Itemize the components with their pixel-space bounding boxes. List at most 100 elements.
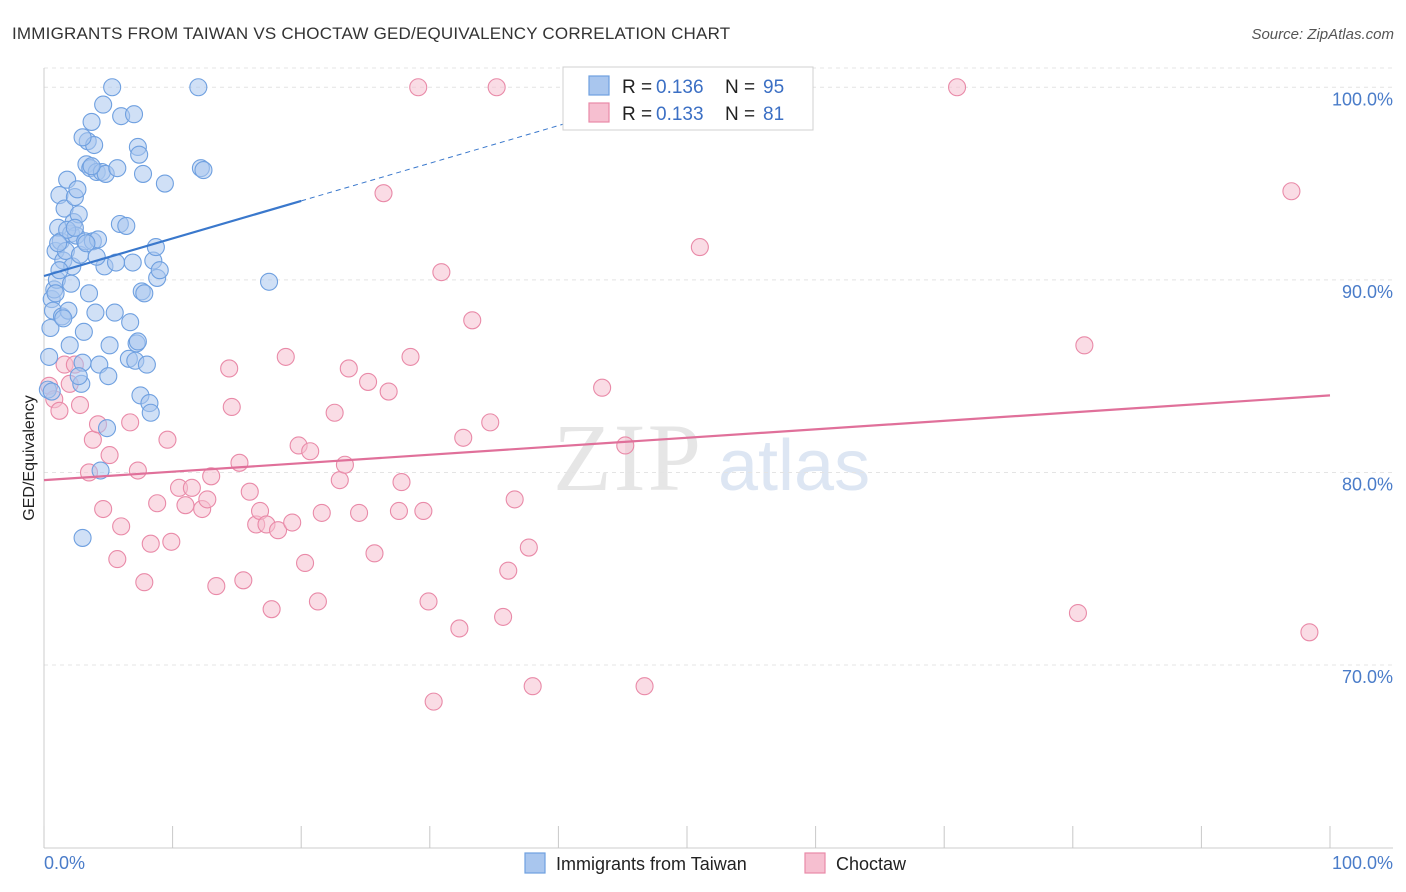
trend-lines: [43, 117, 1331, 482]
taiwan-point: [130, 145, 149, 164]
taiwan-points: [38, 78, 279, 547]
x-tick-label-left: 0.0%: [44, 853, 85, 873]
n-label: N =: [725, 104, 760, 125]
chart-source: Source: ZipAtlas.com: [1251, 26, 1394, 43]
taiwan-point: [77, 234, 96, 253]
choctaw-point: [523, 677, 542, 696]
choctaw-point: [222, 397, 241, 417]
choctaw-point: [162, 532, 181, 551]
taiwan-point: [65, 218, 84, 237]
choctaw-point: [350, 503, 369, 522]
chart-title: IMMIGRANTS FROM TAIWAN VS CHOCTAW GED/EQ…: [12, 24, 730, 43]
taiwan-point: [79, 284, 99, 303]
choctaw-point: [308, 592, 327, 611]
taiwan-point: [100, 336, 119, 355]
taiwan-point: [82, 112, 101, 131]
taiwan-point: [141, 403, 160, 422]
legend-label-taiwan: Immigrants from Taiwan: [556, 854, 747, 874]
choctaw-point: [50, 401, 69, 420]
choctaw-point: [220, 359, 239, 378]
choctaw-point: [593, 378, 612, 397]
choctaw-point: [450, 619, 469, 638]
taiwan-point: [133, 164, 153, 183]
x-tick-label-right: 100.0%: [1332, 853, 1393, 873]
choctaw-point: [635, 677, 654, 696]
y-tick-label: 70.0%: [1342, 667, 1393, 687]
choctaw-point: [269, 521, 288, 540]
stats-legend-swatch-choctaw: [588, 102, 610, 123]
choctaw-point: [198, 490, 217, 509]
taiwan-point: [61, 274, 81, 293]
taiwan-point: [121, 313, 140, 332]
choctaw-point: [339, 359, 358, 378]
r-value: 0.133: [656, 104, 704, 125]
choctaw-point: [1075, 336, 1094, 355]
y-tick-label: 90.0%: [1342, 282, 1393, 302]
taiwan-point: [155, 174, 174, 193]
choctaw-point: [128, 461, 147, 480]
choctaw-point: [494, 607, 513, 626]
choctaw-point: [83, 430, 102, 449]
choctaw-point: [276, 347, 295, 366]
choctaw-point: [325, 403, 344, 422]
choctaw-point: [424, 692, 443, 711]
choctaw-point: [379, 382, 398, 401]
choctaw-point: [234, 571, 253, 590]
choctaw-point: [374, 184, 393, 203]
taiwan-point: [40, 347, 59, 366]
taiwan-point: [46, 284, 65, 303]
r-label: R =: [622, 104, 657, 125]
choctaw-point: [112, 517, 131, 536]
choctaw-point: [182, 478, 201, 497]
choctaw-point: [519, 538, 538, 557]
taiwan-point: [117, 216, 136, 235]
choctaw-point: [365, 544, 384, 563]
stats-legend-swatch-taiwan: [588, 75, 610, 96]
taiwan-point: [194, 161, 213, 180]
stats-legend-row-taiwan: R = 0.136 N = 95: [622, 77, 784, 98]
choctaw-point: [505, 490, 524, 509]
choctaw-point: [230, 453, 249, 472]
axes: [43, 68, 1393, 849]
legend-label-choctaw: Choctaw: [836, 854, 907, 874]
taiwan-point: [91, 461, 110, 480]
choctaw-point: [108, 550, 127, 569]
taiwan-point: [97, 419, 117, 438]
choctaw-point: [481, 413, 500, 432]
choctaw-point: [389, 501, 408, 521]
choctaw-point: [1282, 182, 1301, 201]
choctaw-point: [262, 600, 281, 619]
choctaw-point: [499, 561, 518, 580]
taiwan-trend-line: [43, 199, 302, 278]
choctaw-trend-line: [43, 394, 1331, 482]
choctaw-point: [392, 473, 411, 492]
choctaw-point: [401, 347, 420, 366]
watermark-zip: ZIP: [553, 404, 703, 511]
taiwan-point: [135, 284, 154, 303]
taiwan-point: [150, 261, 169, 280]
choctaw-point: [616, 436, 635, 455]
choctaw-point: [487, 78, 506, 97]
choctaw-point: [690, 238, 709, 257]
taiwan-point: [73, 128, 92, 147]
taiwan-point: [189, 78, 208, 97]
legend-swatch-taiwan: [524, 852, 546, 874]
choctaw-point: [335, 455, 354, 474]
taiwan-point: [73, 528, 92, 547]
taiwan-point: [42, 382, 61, 401]
taiwan-point: [124, 105, 144, 124]
choctaw-point: [148, 494, 167, 513]
choctaw-point: [301, 442, 320, 461]
choctaw-point: [100, 446, 119, 465]
taiwan-point: [69, 367, 88, 386]
choctaw-point: [414, 501, 433, 521]
choctaw-point: [202, 467, 221, 486]
taiwan-point: [86, 303, 105, 322]
n-value: 95: [763, 77, 784, 98]
taiwan-point: [108, 159, 127, 178]
choctaw-point: [121, 413, 140, 432]
choctaw-points: [40, 78, 1319, 711]
y-tick-labels: 70.0% 80.0% 90.0% 100.0%: [1332, 89, 1393, 687]
choctaw-point: [948, 78, 967, 97]
